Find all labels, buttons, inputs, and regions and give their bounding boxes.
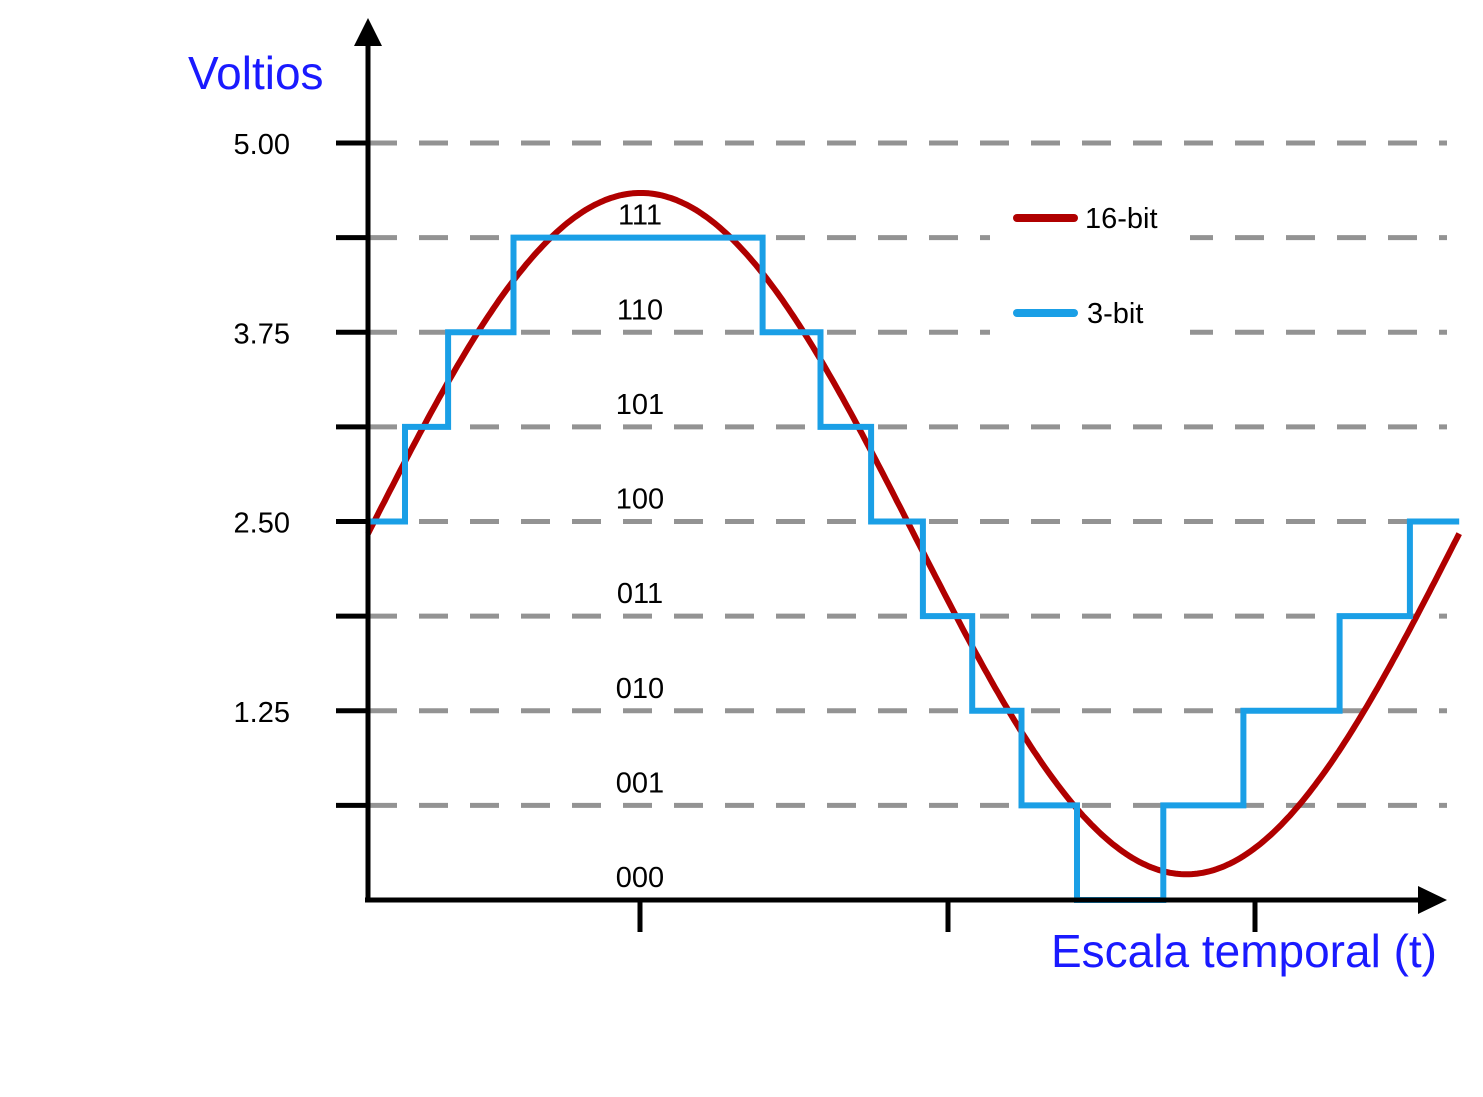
code-label-001: 001 xyxy=(616,767,664,799)
code-label-111: 111 xyxy=(618,200,662,232)
x-ticks xyxy=(637,898,1258,932)
legend-label-3bit: 3-bit xyxy=(1087,298,1143,330)
legend-label-16bit: 16-bit xyxy=(1085,203,1158,235)
code-label-000: 000 xyxy=(616,862,664,894)
y-tick-label-3: 1.25 xyxy=(234,697,290,729)
code-label-100: 100 xyxy=(616,484,664,516)
series-16bit-line xyxy=(365,190,1462,878)
code-label-110: 110 xyxy=(617,294,663,326)
y-axis-arrow-icon xyxy=(354,18,382,46)
code-label-010: 010 xyxy=(616,673,664,705)
code-label-101: 101 xyxy=(616,389,664,421)
y-axis-title: Voltios xyxy=(188,47,324,99)
y-tick-label-0: 5.00 xyxy=(234,129,290,161)
code-label-011: 011 xyxy=(617,578,663,610)
y-tick-label-1: 3.75 xyxy=(234,318,290,350)
grid-lines xyxy=(368,140,1447,808)
y-tick-label-2: 2.50 xyxy=(234,508,290,540)
x-axis-title: Escala temporal (t) xyxy=(1051,925,1437,977)
legend: 16-bit 3-bit xyxy=(990,192,1190,340)
series-3bit-line xyxy=(368,234,1460,903)
code-labels: 000 001 010 011 100 101 110 111 xyxy=(616,200,664,894)
x-axis-arrow-icon xyxy=(1418,886,1447,914)
y-ticks: 5.00 3.75 2.50 1.25 xyxy=(234,129,370,808)
